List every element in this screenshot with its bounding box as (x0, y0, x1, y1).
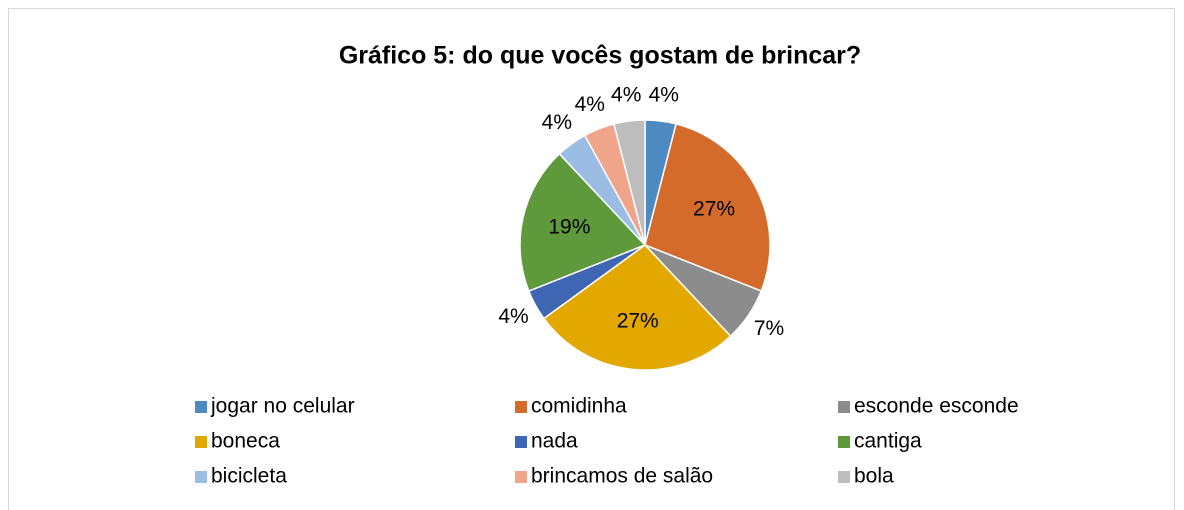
legend-swatch (838, 436, 850, 448)
legend-swatch (195, 436, 207, 448)
pie-slice (644, 123, 771, 292)
legend-label: boneca (211, 430, 280, 453)
legend-swatch (838, 401, 850, 413)
data-label: 27% (617, 310, 659, 333)
legend-swatch (195, 401, 207, 413)
chart-title: Gráfico 5: do que vocês gostam de brinca… (339, 42, 861, 70)
legend-label: bicicleta (211, 465, 287, 488)
legend-label: comidinha (531, 395, 627, 418)
data-label: 19% (548, 216, 590, 239)
data-label: 4% (611, 84, 641, 107)
legend-label: nada (531, 430, 578, 453)
data-label: 4% (649, 84, 679, 107)
data-label: 7% (754, 317, 784, 340)
legend-swatch (515, 436, 527, 448)
data-label: 4% (498, 305, 528, 328)
legend-swatch (515, 471, 527, 483)
legend-label: jogar no celular (210, 395, 355, 418)
legend-label: cantiga (854, 430, 922, 453)
pie-slice (613, 119, 646, 246)
legend-swatch (515, 401, 527, 413)
data-label: 4% (542, 111, 572, 134)
legend-label: brincamos de salão (531, 465, 713, 488)
data-label: 4% (575, 93, 605, 116)
data-label: 27% (693, 197, 735, 220)
legend-swatch (195, 471, 207, 483)
legend-label: esconde esconde (854, 395, 1019, 418)
legend-swatch (838, 471, 850, 483)
legend-label: bola (854, 465, 894, 488)
pie-slice (519, 152, 647, 292)
pie-slice (542, 244, 732, 371)
